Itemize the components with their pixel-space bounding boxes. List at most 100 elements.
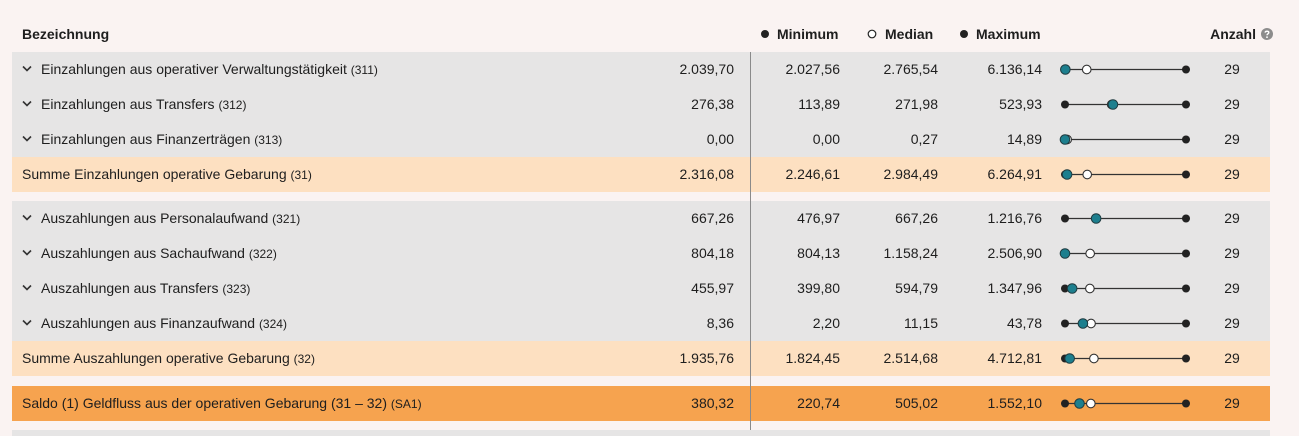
chevron-shape bbox=[22, 284, 32, 291]
row-name: Saldo (1) Geldfluss aus der operativen G… bbox=[22, 395, 387, 411]
max-icon bbox=[960, 30, 968, 38]
max-cell: 2.506,90 bbox=[987, 245, 1043, 261]
range-plot bbox=[1061, 283, 1190, 294]
value-dot bbox=[1090, 213, 1102, 224]
row-code: (31) bbox=[290, 168, 312, 182]
count-cell: 29 bbox=[1224, 245, 1240, 261]
value-dot bbox=[1107, 99, 1119, 110]
value-cell: 2.316,08 bbox=[679, 166, 735, 182]
value-dot bbox=[1077, 318, 1089, 329]
range-plot bbox=[1061, 169, 1190, 180]
max-cell: 1.347,96 bbox=[987, 280, 1043, 296]
range-plot bbox=[1061, 353, 1190, 364]
row-name: Auszahlungen aus Finanzaufwand bbox=[41, 315, 256, 331]
count-cell: 29 bbox=[1224, 210, 1240, 226]
expand-chevron[interactable] bbox=[22, 319, 32, 327]
row-name: Einzahlungen aus Finanzerträgen bbox=[41, 131, 251, 147]
row-code: (SA1) bbox=[390, 397, 422, 411]
median-dot bbox=[1085, 248, 1096, 259]
median-dot bbox=[1085, 283, 1095, 294]
min-icon bbox=[761, 30, 769, 38]
range-plot bbox=[1061, 318, 1190, 329]
chevron-shape bbox=[22, 249, 32, 256]
median-cell: 1.158,24 bbox=[883, 245, 939, 261]
table-row: Auszahlungen aus Finanzaufwand (324) 8,36… bbox=[12, 306, 1270, 341]
expand-chevron[interactable] bbox=[22, 65, 32, 73]
row-code: (321) bbox=[272, 212, 301, 226]
count-cell: 29 bbox=[1224, 61, 1240, 77]
median-cell: 2.984,49 bbox=[883, 166, 939, 182]
median-cell: 667,26 bbox=[895, 210, 938, 226]
count-cell: 29 bbox=[1224, 350, 1240, 366]
row-code: (313) bbox=[254, 133, 283, 147]
row-label: Einzahlungen aus Transfers (312) bbox=[41, 87, 246, 122]
min-cell: 476,97 bbox=[797, 210, 840, 226]
max-dot bbox=[1182, 399, 1190, 408]
value-dot bbox=[1059, 248, 1071, 259]
count-cell: 29 bbox=[1224, 131, 1240, 147]
min-cell: 804,13 bbox=[797, 245, 840, 261]
median-cell: 0,27 bbox=[910, 131, 938, 147]
min-cell: 113,89 bbox=[798, 96, 840, 112]
median-dot bbox=[1089, 353, 1099, 364]
table-row: Auszahlungen aus Transfers (323) 455,97 39… bbox=[12, 271, 1270, 306]
table-row: Summe Einzahlungen operative Gebarung (3… bbox=[12, 157, 1270, 192]
max-dot bbox=[1182, 319, 1190, 328]
min-cell: 2.246,61 bbox=[785, 166, 841, 182]
table-row: Einzahlungen aus Transfers (312) 276,38 11… bbox=[12, 87, 1270, 122]
row-label: Auszahlungen aus Transfers (323) bbox=[41, 271, 250, 306]
expand-chevron[interactable] bbox=[22, 100, 32, 108]
max-dot bbox=[1182, 249, 1190, 258]
row-name: Auszahlungen aus Transfers bbox=[41, 280, 219, 296]
min-cell: 220,74 bbox=[797, 395, 840, 411]
header-count: Anzahl bbox=[1210, 26, 1256, 42]
value-cell: 380,32 bbox=[691, 395, 734, 411]
median-dot bbox=[1082, 169, 1093, 180]
max-cell: 4.712,81 bbox=[987, 350, 1043, 366]
range-plot bbox=[1059, 248, 1190, 259]
max-cell: 14,89 bbox=[1006, 131, 1042, 147]
max-cell: 6.264,91 bbox=[987, 166, 1043, 182]
row-label: Einzahlungen aus operativer Verwaltungst… bbox=[41, 52, 378, 87]
min-dot bbox=[1061, 319, 1069, 328]
expand-chevron[interactable] bbox=[22, 214, 32, 222]
header-maximum: Maximum bbox=[976, 26, 1041, 42]
expand-chevron[interactable] bbox=[22, 135, 32, 143]
max-cell: 1.552,10 bbox=[987, 395, 1043, 411]
row-label: Saldo (1) Geldfluss aus der operativen G… bbox=[22, 386, 422, 421]
row-code: (312) bbox=[218, 98, 247, 112]
min-dot bbox=[1061, 284, 1069, 293]
count-cell: 29 bbox=[1224, 280, 1240, 296]
max-cell: 6.136,14 bbox=[987, 61, 1043, 77]
max-dot bbox=[1182, 135, 1190, 144]
expand-chevron[interactable] bbox=[22, 284, 32, 292]
median-cell: 2.514,68 bbox=[883, 350, 939, 366]
min-dot bbox=[1061, 100, 1069, 109]
row-code: (322) bbox=[248, 247, 277, 261]
min-dot bbox=[1061, 214, 1069, 223]
median-dot bbox=[1085, 398, 1096, 409]
median-cell: 505,02 bbox=[895, 395, 938, 411]
value-dot bbox=[1074, 398, 1085, 409]
value-cell: 0,00 bbox=[706, 131, 734, 147]
range-plot bbox=[1060, 64, 1190, 75]
value-cell: 804,18 bbox=[691, 245, 734, 261]
median-icon bbox=[867, 29, 877, 39]
range-plot bbox=[1061, 398, 1190, 409]
help-icon[interactable] bbox=[1261, 28, 1273, 40]
row-code: (32) bbox=[293, 352, 315, 366]
chevron-shape bbox=[22, 319, 32, 326]
row-label: Summe Einzahlungen operative Gebarung (3… bbox=[22, 157, 312, 192]
count-cell: 29 bbox=[1224, 96, 1240, 112]
max-cell: 1.216,76 bbox=[987, 210, 1043, 226]
max-dot bbox=[1182, 284, 1190, 293]
expand-chevron[interactable] bbox=[22, 249, 32, 257]
min-cell: 2,20 bbox=[812, 315, 840, 331]
max-cell: 523,93 bbox=[999, 96, 1042, 112]
row-name: Einzahlungen aus Transfers bbox=[41, 96, 215, 112]
value-cell: 276,38 bbox=[691, 96, 734, 112]
max-dot bbox=[1182, 170, 1190, 179]
table-row: Einzahlungen aus operativer Verwaltungst… bbox=[12, 52, 1270, 87]
table-row: Auszahlungen aus Sachaufwand (322) 804,18… bbox=[12, 236, 1270, 271]
